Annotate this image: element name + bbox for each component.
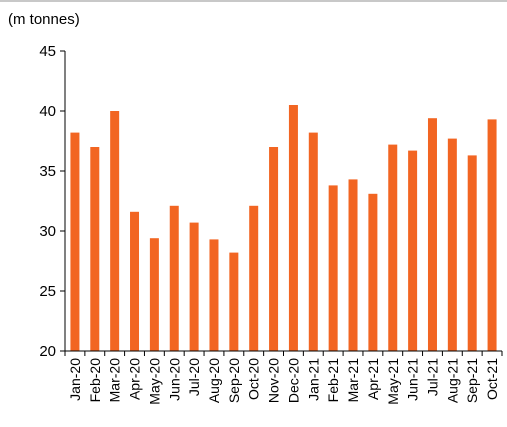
y-tick-label: 20 [39,343,56,360]
bar [467,155,477,351]
y-axis-ticks: 20 25 30 35 40 45 [39,43,65,360]
bar [229,252,239,351]
bar [189,222,199,351]
bar [70,132,80,351]
bar [209,239,219,351]
x-tick-label: May-21 [385,358,401,405]
x-tick-label: Sep-21 [464,358,480,403]
bar [427,118,437,351]
bar [149,238,159,351]
bar [308,132,318,351]
x-tick-label: Jul-21 [424,358,440,396]
top-divider [0,0,507,2]
x-tick-label: Mar-20 [107,358,123,403]
x-tick-label: Dec-20 [285,358,301,403]
x-tick-label: Nov-20 [266,358,282,403]
x-tick-label: Jan-20 [67,358,83,401]
x-tick-label: Jan-21 [305,358,321,401]
x-tick-label: Feb-20 [87,358,103,403]
bar [447,138,457,351]
x-tick-label: Apr-21 [365,358,381,400]
unit-label: (m tonnes) [8,11,80,28]
x-tick-label: Apr-20 [127,358,143,400]
bar [348,179,358,351]
x-tick-label: Sep-20 [226,358,242,403]
x-axis-ticks: Jan-20 Feb-20 Mar-20 Apr-20 May-20 Jun-20 Jul-… [64,351,503,405]
bar [328,185,338,351]
y-tick-label: 45 [39,43,56,60]
bar [288,105,298,351]
x-tick-label: Aug-21 [444,358,460,403]
x-tick-label: Aug-20 [206,358,222,403]
x-tick-label: Oct-20 [246,358,262,400]
bar [249,205,259,351]
y-tick-label: 35 [39,163,56,180]
x-tick-label: May-20 [146,358,162,405]
bar [388,144,398,351]
y-tick-label: 25 [39,283,56,300]
x-tick-label: Jul-20 [186,358,202,396]
y-tick-label: 40 [39,103,56,120]
x-tick-label: Jun-21 [405,358,421,401]
bars [70,105,497,352]
x-tick-label: Mar-21 [345,358,361,403]
x-tick-label: Oct-21 [484,358,500,400]
bar [110,111,120,351]
bar [90,147,100,351]
bar [487,119,497,352]
bar [368,193,378,351]
bar [169,205,179,351]
x-tick-label: Jun-20 [166,358,182,401]
y-tick-label: 30 [39,223,56,240]
x-tick-label: Feb-21 [325,358,341,403]
bar [269,147,279,351]
bar [130,211,140,351]
bar [408,150,418,351]
